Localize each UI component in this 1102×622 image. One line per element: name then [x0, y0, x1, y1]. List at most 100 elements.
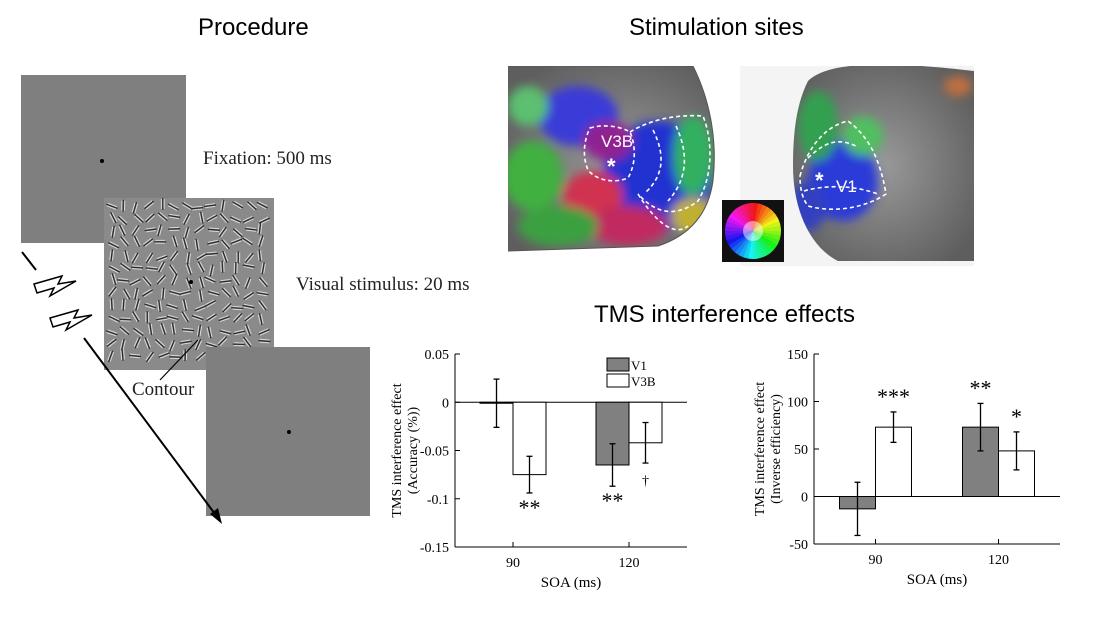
- x-tick-label: 120: [988, 553, 1009, 568]
- gabor-patch: [257, 235, 265, 248]
- gabor-patch: [242, 303, 255, 310]
- gabor-patch: [258, 328, 270, 336]
- gabor-patch: [207, 290, 220, 297]
- gabor-patch: [198, 276, 205, 289]
- gabor-patch: [117, 215, 128, 226]
- bar-v1-120: [595, 401, 630, 466]
- color-wheel-legend: [722, 200, 784, 262]
- gabor-patch: [159, 322, 167, 335]
- procedure-title: Procedure: [198, 14, 309, 41]
- gabor-patch: [121, 199, 126, 212]
- gabor-patch: [106, 338, 117, 348]
- legend-label-v1: V1: [631, 358, 647, 373]
- gabor-patch: [169, 354, 182, 360]
- stimulation-sites-title: Stimulation sites: [629, 14, 804, 41]
- significance-marker: *: [1011, 404, 1022, 429]
- gabor-patch: [131, 201, 139, 214]
- stimulus-screen: [104, 198, 274, 370]
- gabor-patch: [154, 338, 165, 349]
- y-tick-label: -0.1: [427, 493, 449, 508]
- tms-pulse-icon: [49, 308, 93, 332]
- gabor-patch: [194, 238, 200, 251]
- legend-label-v3b: V3B: [631, 374, 656, 389]
- gabor-patch: [145, 266, 158, 272]
- left-hemisphere: [508, 66, 715, 251]
- gabor-patch: [181, 237, 189, 250]
- y-tick-label: 50: [794, 443, 808, 458]
- y-tick-label: 0: [801, 491, 808, 506]
- gabor-patch: [219, 329, 232, 336]
- gabor-patch: [107, 350, 115, 363]
- stimulation-sites-image: V3B * V1 *: [507, 65, 974, 266]
- gabor-patch: [182, 299, 188, 312]
- v1-roi-outline: [799, 120, 887, 211]
- gabor-patch: [233, 329, 246, 336]
- gabor-patch: [143, 337, 152, 350]
- gabor-patch: [131, 311, 140, 323]
- gabor-patch: [108, 241, 120, 250]
- legend-swatch-v1: [606, 357, 630, 372]
- gabor-patch: [134, 298, 141, 311]
- time-arrow-tail: [21, 251, 37, 271]
- legend-swatch-v3b: [606, 373, 630, 388]
- contour-label: Contour: [132, 379, 195, 400]
- gabor-patch: [260, 262, 266, 275]
- significance-marker: **: [602, 488, 624, 513]
- gabor-patch: [181, 201, 193, 211]
- v3b-label: V3B: [601, 132, 634, 151]
- stimulus-label: Visual stimulus: 20 ms: [296, 274, 470, 295]
- gabor-patch: [109, 249, 115, 262]
- gabor-patch: [105, 329, 118, 337]
- gabor-patch: [195, 351, 206, 362]
- x-axis-label: SOA (ms): [907, 572, 967, 588]
- gabor-patch: [191, 205, 204, 211]
- gabor-patch: [129, 278, 141, 287]
- gabor-patch: [110, 273, 118, 285]
- gabor-patch: [221, 287, 232, 298]
- y-axis-label: TMS interference effect: [753, 382, 768, 516]
- significance-marker: †: [642, 474, 649, 489]
- gabor-patch: [160, 287, 166, 300]
- gabor-patch: [108, 315, 120, 323]
- gabor-patch: [123, 250, 130, 263]
- gabor-patch: [256, 291, 269, 297]
- gabor-patch: [206, 313, 217, 322]
- gabor-patch: [181, 311, 190, 323]
- v1-stimulation-marker: *: [815, 168, 824, 193]
- gabor-patch: [198, 289, 204, 302]
- gabor-patch: [133, 336, 142, 349]
- gabor-patch: [145, 213, 155, 223]
- gabor-patch: [218, 226, 228, 238]
- gabor-patch: [185, 263, 193, 275]
- gabor-patch: [194, 224, 205, 234]
- gabor-patch: [107, 286, 117, 297]
- gabor-patch: [120, 348, 125, 361]
- gabor-patch: [220, 260, 225, 273]
- gabor-patch: [207, 239, 220, 246]
- time-arrow-head: [210, 508, 222, 524]
- gabor-patch: [119, 236, 130, 247]
- gabor-patch: [121, 298, 126, 311]
- right-hemisphere: [793, 66, 974, 261]
- x-tick-label: 90: [506, 556, 520, 571]
- gabor-patch: [196, 252, 208, 261]
- gabor-patch: [118, 224, 126, 236]
- gabor-patch: [119, 325, 130, 336]
- y-tick-label: -0.15: [420, 541, 449, 556]
- gabor-patch: [233, 312, 243, 323]
- gabor-patch: [204, 299, 216, 308]
- v1-label: V1: [836, 177, 857, 196]
- gabor-patch: [229, 215, 242, 224]
- gabor-patch: [109, 298, 114, 311]
- gabor-patch: [156, 299, 163, 312]
- gabor-patch: [169, 250, 179, 262]
- gabor-patch: [191, 314, 204, 322]
- y-tick-label: 0.05: [425, 348, 450, 363]
- gabor-patch: [204, 203, 217, 209]
- gabor-patch: [197, 261, 206, 273]
- gabor-patch: [148, 322, 154, 336]
- gabor-patch: [219, 213, 230, 224]
- gabor-patch: [117, 278, 130, 283]
- y-tick-label: -50: [789, 538, 808, 553]
- gabor-patch: [145, 311, 150, 324]
